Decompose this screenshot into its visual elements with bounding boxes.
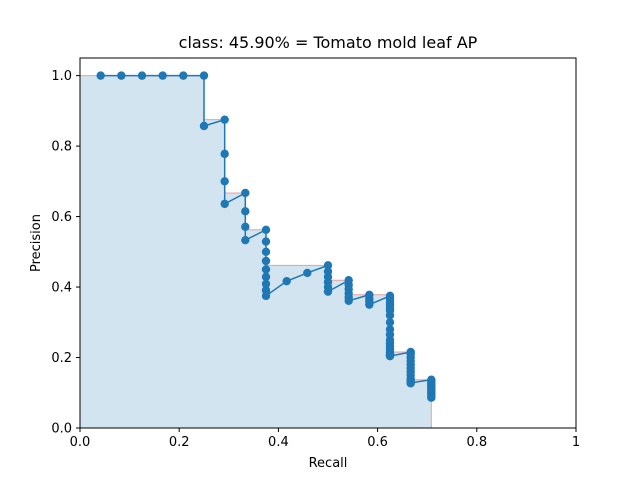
data-point	[323, 287, 333, 296]
data-point	[220, 177, 229, 186]
data-point	[261, 247, 271, 257]
data-point	[179, 71, 188, 80]
data-point	[365, 300, 374, 309]
y-tick-label: 0.8	[51, 140, 72, 155]
axes-frame	[79, 57, 577, 429]
y-tick-label: 1.0	[51, 69, 72, 84]
data-point	[344, 296, 353, 305]
x-tick-label: 0.0	[70, 435, 91, 450]
data-point	[385, 311, 395, 320]
y-tick-label: 0.0	[51, 422, 72, 437]
data-point	[261, 272, 271, 282]
plot-area	[79, 71, 436, 429]
x-axis-label: Recall	[309, 456, 348, 471]
data-point	[261, 237, 271, 246]
data-point	[137, 71, 147, 80]
data-point	[385, 351, 395, 361]
data-point	[199, 71, 209, 80]
data-point	[385, 318, 395, 327]
data-point	[158, 71, 167, 80]
data-point	[323, 261, 333, 270]
data-point	[220, 115, 229, 124]
data-point	[261, 265, 271, 274]
y-tick-label: 0.4	[51, 281, 72, 296]
data-point	[241, 188, 250, 198]
data-point	[261, 279, 271, 289]
y-tick-label: 0.6	[51, 210, 72, 225]
data-point	[241, 207, 250, 216]
data-point	[241, 222, 250, 231]
chart-title: class: 45.90% = Tomato mold leaf AP	[179, 33, 478, 52]
y-axis: 0.0 0.2 0.4 0.6 0.8 1.0	[51, 69, 80, 437]
data-point	[406, 378, 415, 388]
data-point	[261, 225, 271, 234]
x-tick-label: 0.8	[466, 435, 487, 450]
data-point	[303, 268, 312, 278]
data-point	[220, 149, 229, 159]
x-tick-label: 0.6	[367, 435, 388, 450]
y-axis-label: Precision	[29, 214, 44, 272]
data-point	[261, 291, 271, 301]
data-point	[241, 235, 250, 245]
data-point	[427, 393, 436, 402]
y-tick-label: 0.2	[51, 351, 72, 366]
x-tick-label: 1	[572, 435, 580, 450]
data-point	[117, 71, 126, 80]
data-point	[261, 256, 271, 266]
data-point	[282, 276, 291, 286]
x-axis: 0.0 0.2 0.4 0.6 0.8 1	[70, 428, 580, 450]
x-tick-label: 0.2	[169, 435, 190, 450]
x-tick-label: 0.4	[268, 435, 289, 450]
data-point	[220, 199, 229, 209]
data-point	[199, 121, 209, 131]
data-point	[96, 71, 105, 80]
